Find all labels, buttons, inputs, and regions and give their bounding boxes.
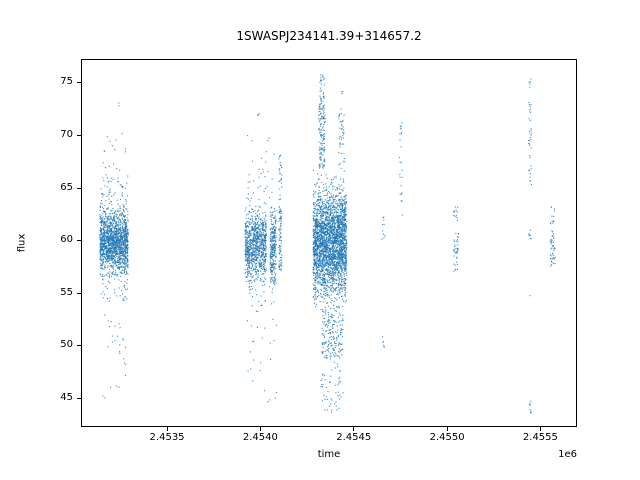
y-tick-label: 75 (60, 76, 73, 88)
x-tick-label: 2.4540 (242, 432, 278, 443)
scatter-points-canvas (82, 60, 576, 426)
y-tick-mark (77, 82, 81, 84)
chart-title: 1SWASPJ234141.39+314657.2 (236, 29, 422, 43)
y-tick-mark (77, 345, 81, 347)
y-tick-mark (77, 292, 81, 294)
x-axis-offset-label: 1e6 (558, 449, 577, 460)
y-tick-mark (77, 135, 81, 137)
y-tick-mark (77, 240, 81, 242)
x-tick-label: 2.4555 (522, 432, 558, 443)
y-tick-label: 55 (60, 286, 73, 298)
x-tick-mark (446, 427, 448, 431)
x-tick-label: 2.4545 (336, 432, 372, 443)
y-tick-mark (77, 397, 81, 399)
y-tick-label: 70 (60, 129, 73, 141)
x-tick-mark (259, 427, 261, 431)
x-tick-label: 2.4535 (149, 432, 185, 443)
y-tick-label: 50 (60, 339, 73, 351)
y-tick-label: 60 (60, 234, 73, 246)
y-tick-label: 65 (60, 181, 73, 193)
y-tick-mark (77, 187, 81, 189)
x-axis-label: time (317, 449, 341, 460)
x-tick-mark (539, 427, 541, 431)
y-axis-label: flux (16, 233, 28, 253)
x-tick-label: 2.4550 (429, 432, 465, 443)
x-tick-mark (166, 427, 168, 431)
plot-area (81, 59, 577, 427)
x-tick-mark (353, 427, 355, 431)
y-tick-label: 45 (60, 391, 73, 403)
